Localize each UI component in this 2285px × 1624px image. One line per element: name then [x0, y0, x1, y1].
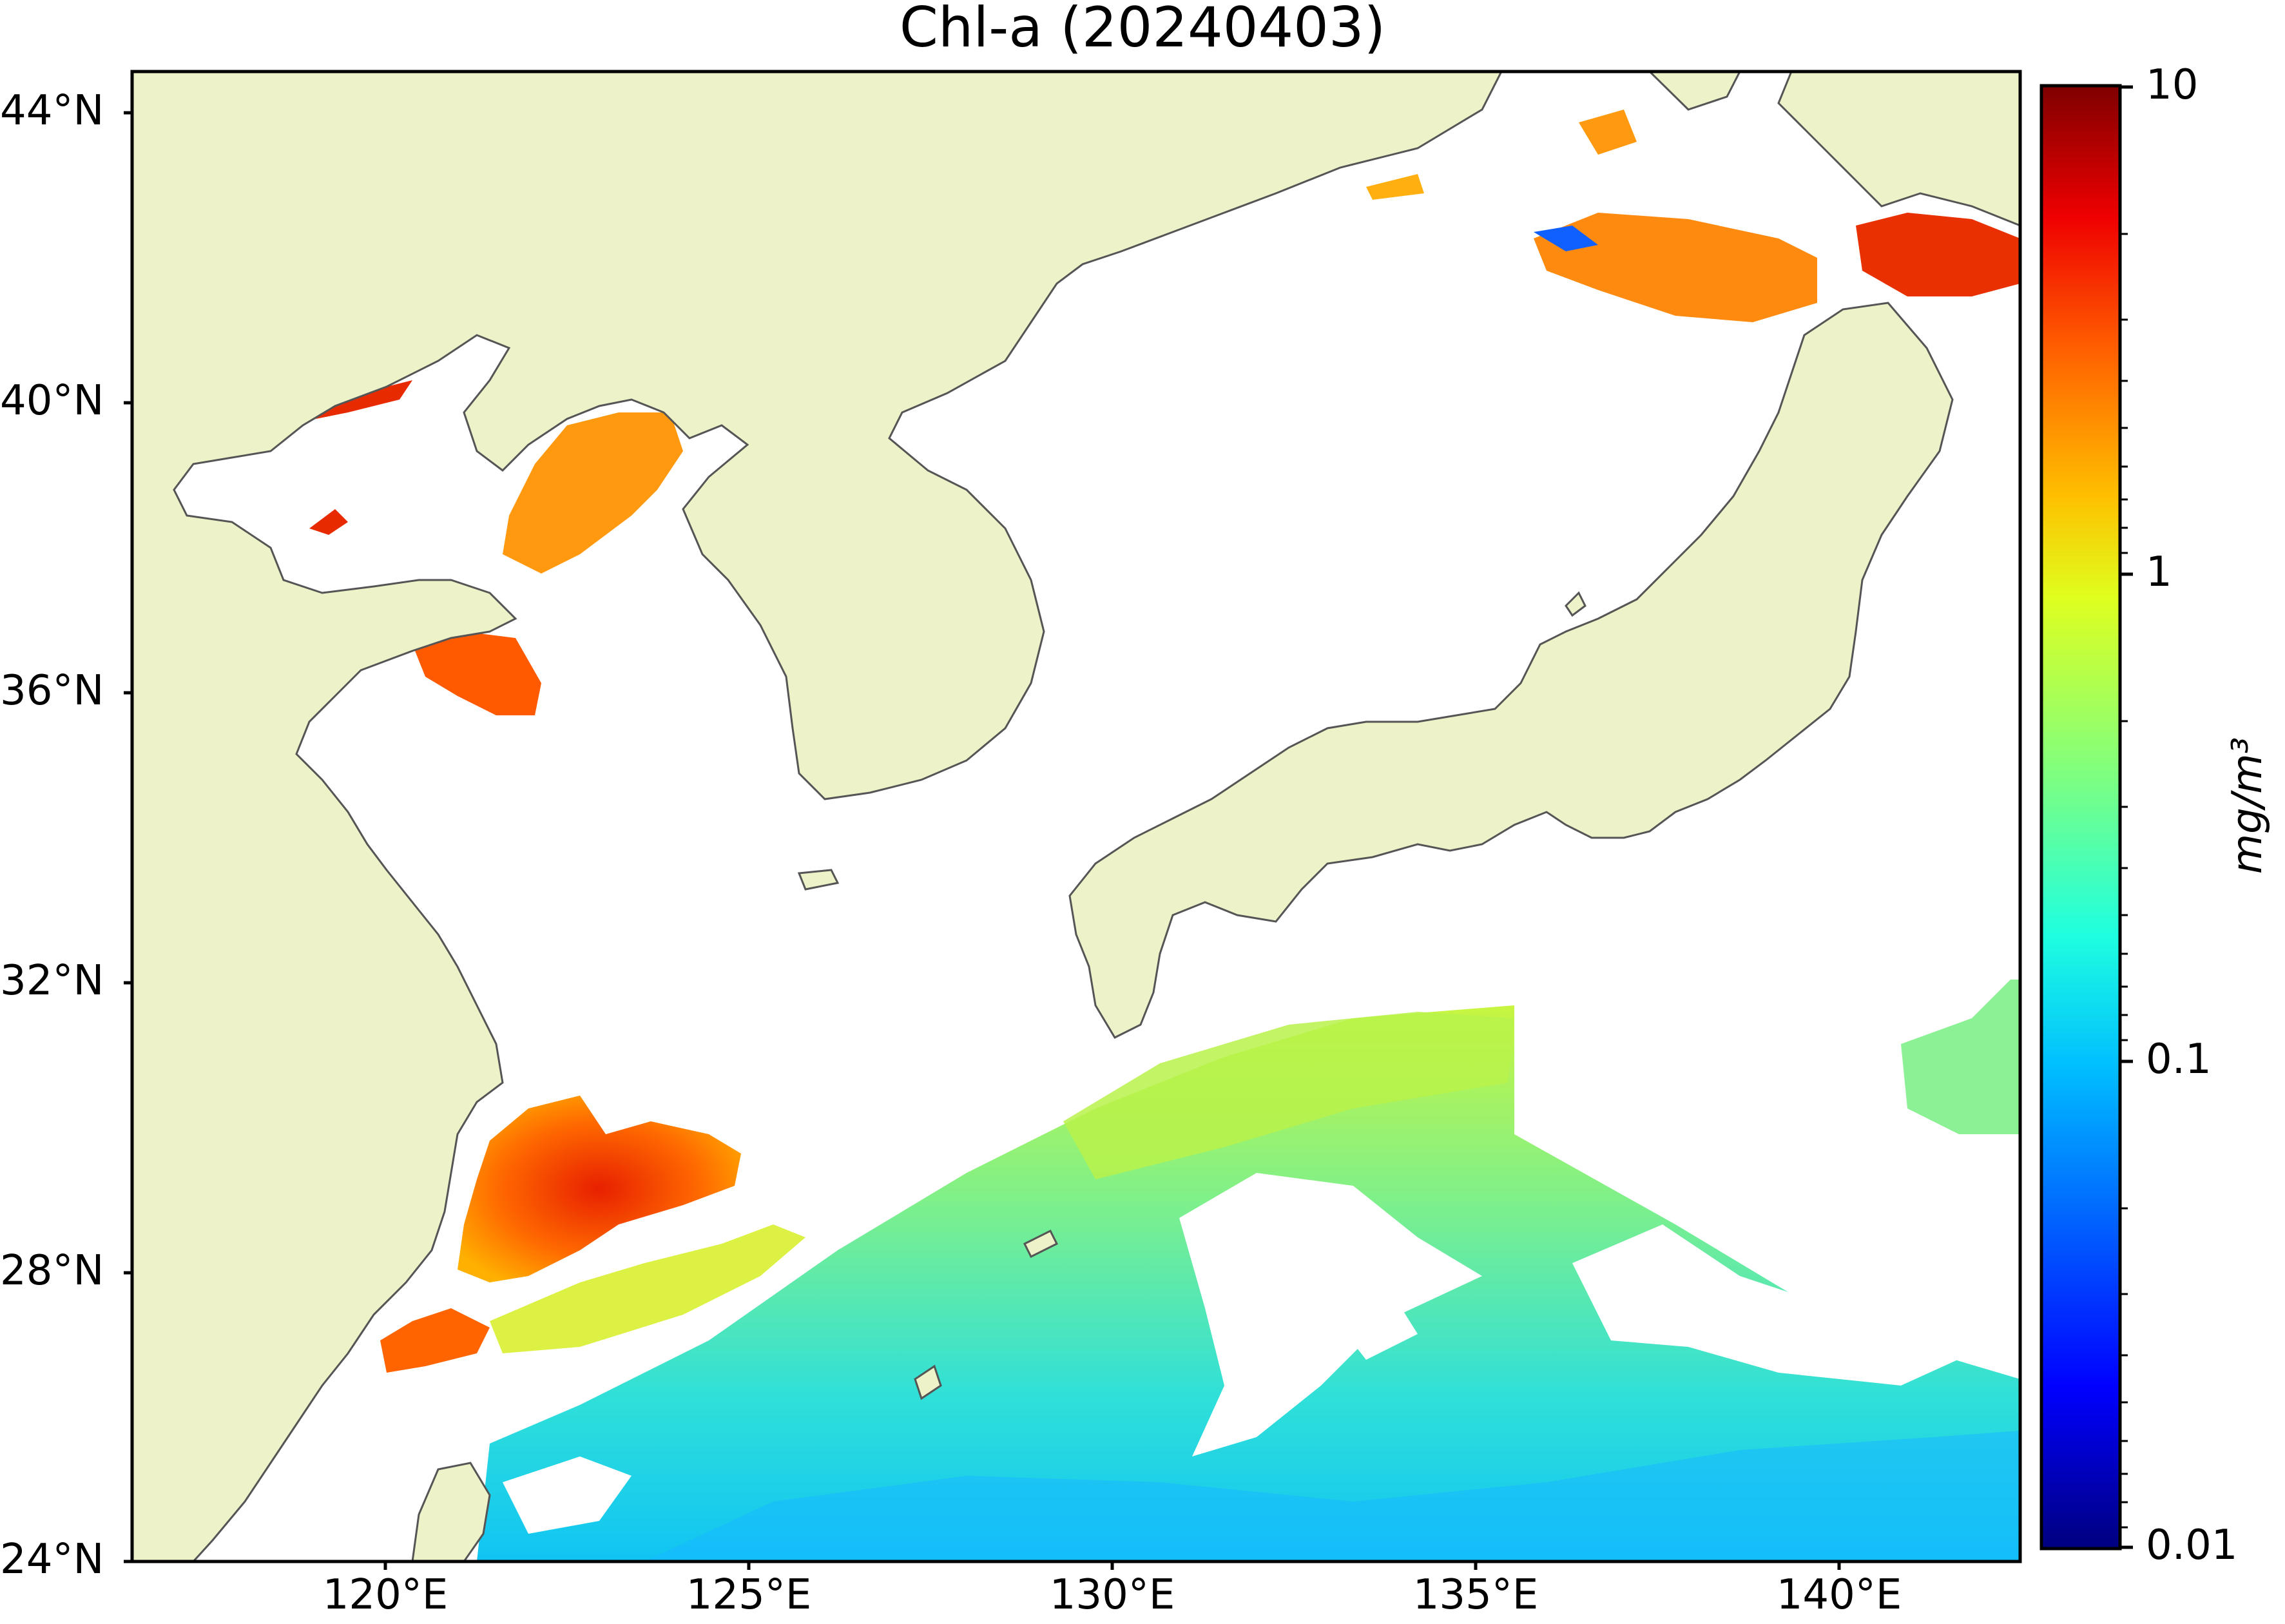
- lon-label-125e: 125°E: [686, 1571, 812, 1619]
- chl-field-mid: [1063, 1012, 1514, 1179]
- lat-label-24n: 24°N: [0, 1536, 104, 1583]
- colorbar-tick-1: 1: [2146, 548, 2172, 596]
- colorbar-tick-10: 10: [2146, 61, 2199, 109]
- cloud-gap-3: [503, 1456, 632, 1534]
- lat-label-28n: 28°N: [0, 1247, 104, 1295]
- chl-patch-east: [1901, 980, 2020, 1134]
- colorbar-tick-0-01: 0.01: [2146, 1522, 2238, 1569]
- land-amami: [1023, 1229, 1059, 1259]
- cloud-gap-2: [1572, 1224, 1972, 1386]
- map-area: [132, 72, 2020, 1561]
- land-japan: [1068, 302, 1954, 1039]
- chl-bloom-bohai-2: [309, 380, 412, 419]
- chl-bloom-ecs: [458, 1096, 741, 1282]
- land-taiwan: [411, 1462, 491, 1561]
- chl-bloom-north: [1579, 110, 1637, 155]
- lon-label-135e: 135°E: [1412, 1571, 1539, 1619]
- colorbar-major-ticks: [2120, 85, 2133, 1549]
- lon-label-120e: 120°E: [322, 1571, 448, 1619]
- land-hokkaido: [1777, 72, 2020, 227]
- chl-bloom-bohai-3: [309, 509, 348, 535]
- chl-bloom-shandong: [412, 632, 541, 715]
- chl-bloom-seoj-blue: [1534, 226, 1598, 251]
- colorbar-minor-ticks: [2120, 233, 2128, 1529]
- land-mainland: [132, 72, 1503, 1561]
- lat-ticks: [124, 111, 132, 1563]
- lat-label-40n: 40°N: [0, 377, 104, 425]
- lon-ticks: [383, 1561, 1841, 1570]
- chl-bloom-bohai: [503, 412, 683, 574]
- land-sakhalin: [1648, 72, 1741, 111]
- chl-bloom-ecs-2: [380, 1308, 490, 1373]
- map-frame: [130, 70, 2022, 1563]
- land-jeju: [797, 869, 840, 891]
- land-okinawa: [914, 1364, 942, 1400]
- chl-bloom-tsugaru: [1534, 213, 1817, 322]
- chl-field-blue: [644, 1431, 2020, 1561]
- lat-label-36n: 36°N: [0, 667, 104, 715]
- colorbar-tick-0-1: 0.1: [2146, 1036, 2212, 1083]
- chl-bloom-hokkaido: [1856, 213, 2020, 296]
- lat-label-44n: 44°N: [0, 87, 104, 135]
- colorbar-unit-label: mg/m³: [2224, 737, 2271, 875]
- cloud-gap-4: [1321, 1282, 1418, 1360]
- land-sado: [1565, 591, 1586, 617]
- colorbar: [2039, 84, 2122, 1551]
- cloud-gap-1: [1179, 1173, 1482, 1456]
- map-title: Chl-a (20240403): [899, 0, 1386, 60]
- lon-label-140e: 140°E: [1776, 1571, 1902, 1619]
- chl-bloom-north-3: [1366, 174, 1424, 200]
- lon-label-130e: 130°E: [1049, 1571, 1175, 1619]
- chl-bloom-ecs-3: [490, 1224, 805, 1353]
- lat-label-32n: 32°N: [0, 957, 104, 1005]
